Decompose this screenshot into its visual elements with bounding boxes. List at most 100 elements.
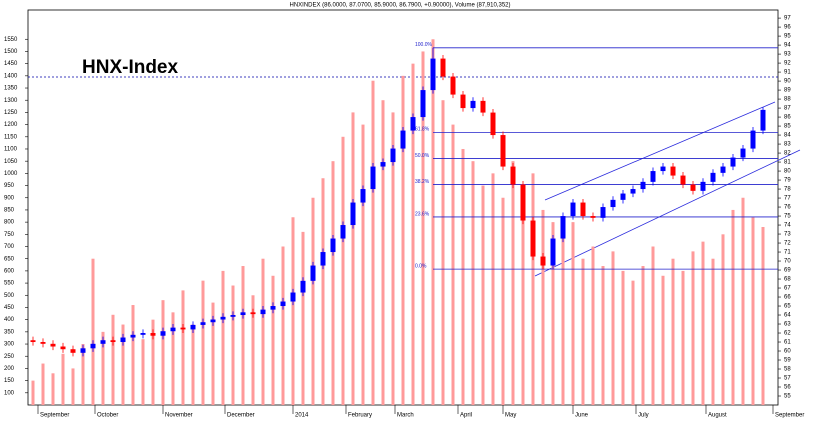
candle-body <box>230 315 236 317</box>
y2-tick-label: 74 <box>784 223 791 229</box>
candle-body <box>590 216 596 218</box>
volume-bar <box>291 217 295 405</box>
candle-body <box>300 280 306 293</box>
y2-tick-label: 72 <box>784 241 791 247</box>
y2-tick-label: 84 <box>784 133 791 139</box>
volume-bar <box>681 270 685 405</box>
volume-bar <box>691 251 695 405</box>
y2-tick-label: 57 <box>784 376 791 382</box>
candle-body <box>710 172 716 182</box>
candle-body <box>370 166 376 190</box>
candle-body <box>270 306 276 310</box>
y-tick-label: 1500 <box>4 49 18 55</box>
volume-bar <box>561 234 565 405</box>
volume-bar <box>61 353 65 405</box>
volume-bar <box>661 275 665 405</box>
candle-body <box>390 148 396 163</box>
y2-tick-label: 70 <box>784 259 791 265</box>
candle-body <box>530 220 536 257</box>
volume-bar <box>601 266 605 405</box>
volume-bar <box>711 258 715 405</box>
y2-tick-label: 87 <box>784 106 791 112</box>
x-tick-label: September <box>40 413 69 419</box>
volume-bar <box>571 222 575 405</box>
y2-tick-label: 65 <box>784 304 791 310</box>
candle-body <box>120 337 126 343</box>
candle-body <box>150 333 156 336</box>
channel-line <box>534 149 801 277</box>
candle-body <box>90 343 96 349</box>
volume-bar <box>481 185 485 405</box>
volume-bar <box>171 312 175 405</box>
y2-tick-label: 73 <box>784 232 791 238</box>
candle-body <box>680 175 686 185</box>
candle-body <box>720 166 726 173</box>
volume-bar <box>241 266 245 405</box>
volume-bar <box>281 246 285 405</box>
y-tick-label: 700 <box>4 244 15 250</box>
y-tick-label: 150 <box>4 378 15 384</box>
volume-bar <box>41 363 45 405</box>
fib-label: 50.0% <box>415 153 430 159</box>
candle-body <box>470 100 476 109</box>
volume-bar <box>161 300 165 405</box>
candle-body <box>690 184 696 191</box>
volume-bar <box>131 305 135 405</box>
candle-body <box>580 202 586 217</box>
volume-bar <box>261 258 265 405</box>
candle-body <box>730 157 736 167</box>
volume-bar <box>371 80 375 406</box>
candle-body <box>170 327 176 332</box>
volume-bar <box>741 197 745 405</box>
y2-tick-label: 55 <box>784 394 791 400</box>
candle-body <box>420 90 426 118</box>
candle-body <box>610 199 616 208</box>
candle-body <box>60 346 66 350</box>
candle-body <box>510 166 516 185</box>
y2-tick-label: 92 <box>784 61 791 67</box>
y-tick-label: 200 <box>4 366 15 372</box>
candle-body <box>320 252 326 266</box>
volume-bar <box>451 124 455 406</box>
fib-label: 38.2% <box>415 179 430 185</box>
volume-bar <box>311 197 315 405</box>
volume-bar <box>221 270 225 405</box>
volume-bar <box>501 197 505 405</box>
y2-tick-label: 59 <box>784 358 791 364</box>
volume-bar <box>491 173 495 405</box>
candle-body <box>460 94 466 109</box>
chart-title: HNXINDEX (86.0000, 87.0700, 85.9000, 86.… <box>290 3 511 9</box>
volume-bar <box>351 112 355 405</box>
candle-body <box>180 327 186 330</box>
volume-bar <box>701 241 705 405</box>
y2-tick-label: 58 <box>784 367 791 373</box>
candle-body <box>360 189 366 203</box>
volume-bar <box>271 275 275 405</box>
y-tick-label: 1200 <box>4 122 18 128</box>
y2-tick-label: 62 <box>784 331 791 337</box>
x-tick-label: March <box>397 413 414 419</box>
y-tick-label: 1250 <box>4 110 18 116</box>
candle-body <box>700 181 706 191</box>
y-tick-label: 750 <box>4 232 15 238</box>
y2-tick-label: 82 <box>784 151 791 157</box>
y2-tick-label: 93 <box>784 52 791 58</box>
x-tick-label: July <box>638 413 649 419</box>
y2-tick-label: 69 <box>784 268 791 274</box>
y-tick-label: 250 <box>4 354 15 360</box>
candle-body <box>650 171 656 182</box>
volume-bar <box>531 173 535 405</box>
y-tick-label: 1000 <box>4 171 18 177</box>
volume-bar <box>421 51 425 405</box>
candle-body <box>100 340 106 344</box>
candle-body <box>660 166 666 172</box>
candle-body <box>570 202 576 217</box>
volume-bar <box>541 209 545 405</box>
candle-body <box>80 348 86 353</box>
candle-body <box>70 349 76 353</box>
x-tick-label: August <box>708 413 727 419</box>
fib-label: 100.0% <box>415 42 433 48</box>
volume-bar <box>621 270 625 405</box>
candle-body <box>600 207 606 218</box>
candle-body <box>410 117 416 131</box>
